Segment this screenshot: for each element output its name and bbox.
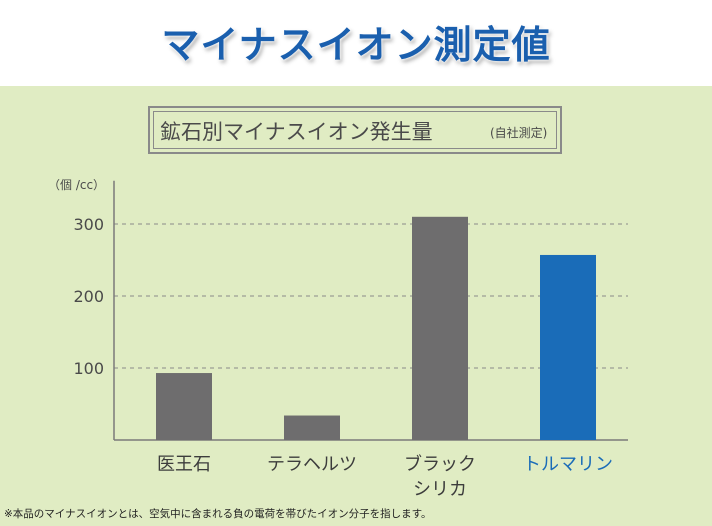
- chart-title-frame: [148, 106, 562, 154]
- bar: [412, 216, 468, 440]
- y-axis-unit-label: （個 /cc）: [48, 178, 106, 192]
- x-category-label: 医王石: [157, 454, 211, 475]
- bar: [284, 415, 340, 440]
- page-title: マイナスイオン測定値: [161, 23, 551, 67]
- x-category-label: シリカ: [413, 479, 467, 500]
- y-tick-label: 300: [73, 215, 104, 234]
- bar: [156, 373, 212, 440]
- x-category-label: ブラック: [404, 453, 476, 475]
- header-bar: マイナスイオン測定値: [0, 0, 712, 86]
- x-category-label: トルマリン: [523, 454, 613, 475]
- bar: [540, 254, 596, 440]
- y-tick-label: 200: [73, 287, 104, 306]
- chart-title: 鉱石別マイナスイオン発生量: [160, 120, 433, 144]
- footnote: ※本品のマイナスイオンとは、空気中に含まれる負の電荷を帯びたイオン分子を指します…: [4, 508, 432, 520]
- y-tick-label: 100: [73, 359, 104, 378]
- x-category-label: テラヘルツ: [267, 454, 357, 475]
- chart-subtitle: (自社測定): [490, 126, 548, 140]
